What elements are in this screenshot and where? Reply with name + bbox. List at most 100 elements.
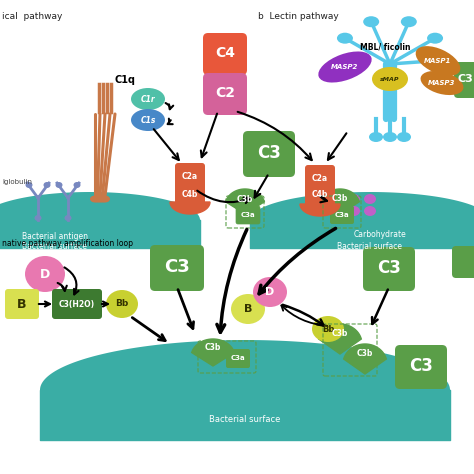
Text: C3b: C3b	[357, 349, 373, 358]
Ellipse shape	[95, 195, 105, 202]
Text: sMAP: sMAP	[380, 76, 400, 82]
Ellipse shape	[231, 294, 265, 324]
Text: C2a: C2a	[312, 173, 328, 182]
Text: C3: C3	[164, 258, 190, 276]
Polygon shape	[170, 202, 210, 214]
Text: C3b: C3b	[237, 194, 253, 203]
Text: native pathway amplification loop: native pathway amplification loop	[2, 239, 133, 248]
Ellipse shape	[100, 195, 110, 202]
Polygon shape	[250, 192, 474, 220]
Polygon shape	[344, 344, 386, 374]
FancyBboxPatch shape	[305, 165, 335, 209]
Polygon shape	[0, 192, 200, 220]
Ellipse shape	[332, 206, 344, 216]
Text: C3b: C3b	[205, 344, 221, 353]
Ellipse shape	[337, 33, 353, 44]
FancyBboxPatch shape	[203, 33, 247, 75]
FancyBboxPatch shape	[243, 131, 295, 177]
Text: ical  pathway: ical pathway	[2, 12, 63, 21]
Ellipse shape	[64, 215, 72, 221]
Text: C3a: C3a	[241, 212, 255, 218]
Ellipse shape	[401, 16, 417, 27]
Ellipse shape	[364, 194, 376, 204]
Ellipse shape	[312, 316, 344, 342]
Polygon shape	[40, 340, 450, 390]
Ellipse shape	[437, 55, 453, 65]
Ellipse shape	[106, 290, 138, 318]
Ellipse shape	[35, 215, 42, 221]
Text: C4b: C4b	[312, 190, 328, 199]
Ellipse shape	[44, 182, 51, 188]
Ellipse shape	[316, 194, 328, 204]
Ellipse shape	[253, 277, 287, 307]
Ellipse shape	[372, 67, 408, 91]
Text: MASP2: MASP2	[331, 64, 359, 70]
Ellipse shape	[92, 195, 102, 202]
Ellipse shape	[369, 132, 383, 142]
Ellipse shape	[416, 46, 460, 76]
Ellipse shape	[73, 182, 81, 188]
FancyBboxPatch shape	[175, 163, 205, 207]
FancyBboxPatch shape	[330, 206, 354, 224]
Text: B: B	[244, 304, 252, 314]
Ellipse shape	[319, 52, 372, 82]
Text: b  Lectin pathway: b Lectin pathway	[258, 12, 339, 21]
FancyBboxPatch shape	[5, 289, 39, 319]
Text: Bacterial surface: Bacterial surface	[210, 414, 281, 423]
Text: C3: C3	[377, 259, 401, 277]
Ellipse shape	[363, 16, 379, 27]
Text: C3b: C3b	[332, 329, 348, 338]
Ellipse shape	[348, 206, 360, 216]
Text: C1s: C1s	[140, 116, 155, 125]
Ellipse shape	[90, 195, 100, 202]
FancyBboxPatch shape	[395, 345, 447, 389]
Ellipse shape	[420, 71, 464, 95]
Text: Carbohydrate: Carbohydrate	[354, 229, 406, 238]
Text: C3: C3	[257, 144, 281, 162]
Text: Bb: Bb	[322, 325, 334, 334]
Text: D: D	[40, 267, 50, 281]
Text: Iglobulin: Iglobulin	[2, 179, 32, 185]
FancyBboxPatch shape	[454, 62, 474, 98]
Text: C3a: C3a	[231, 355, 246, 361]
FancyBboxPatch shape	[236, 206, 260, 224]
Text: C2: C2	[215, 86, 235, 100]
Text: MASP3: MASP3	[428, 80, 456, 86]
Ellipse shape	[332, 194, 344, 204]
Polygon shape	[320, 189, 359, 214]
Text: C4: C4	[215, 46, 235, 60]
FancyBboxPatch shape	[52, 289, 102, 319]
Text: C3a: C3a	[335, 212, 349, 218]
Text: D: D	[265, 287, 274, 297]
Polygon shape	[191, 339, 234, 366]
Ellipse shape	[55, 182, 63, 188]
Text: C3(H2O): C3(H2O)	[59, 300, 95, 309]
Ellipse shape	[25, 256, 65, 292]
Ellipse shape	[397, 132, 411, 142]
Text: B: B	[17, 298, 27, 310]
Ellipse shape	[131, 88, 165, 110]
Ellipse shape	[348, 194, 360, 204]
Ellipse shape	[427, 33, 443, 44]
Text: MASP1: MASP1	[424, 58, 452, 64]
Text: Bb: Bb	[115, 300, 128, 309]
Text: C4b: C4b	[182, 190, 198, 199]
Text: C3b: C3b	[332, 193, 348, 202]
FancyBboxPatch shape	[452, 246, 474, 278]
Ellipse shape	[26, 182, 33, 188]
Ellipse shape	[364, 206, 376, 216]
Text: Bacterial surface: Bacterial surface	[22, 241, 88, 250]
FancyBboxPatch shape	[363, 247, 415, 291]
FancyBboxPatch shape	[150, 245, 204, 291]
FancyBboxPatch shape	[203, 73, 247, 115]
Polygon shape	[300, 204, 340, 216]
Text: C3: C3	[409, 357, 433, 375]
Polygon shape	[319, 324, 361, 354]
Text: MBL/ ficolin: MBL/ ficolin	[360, 43, 410, 52]
Text: C2a: C2a	[182, 172, 198, 181]
Text: C3: C3	[457, 74, 473, 84]
Ellipse shape	[383, 132, 397, 142]
Text: C1r: C1r	[141, 94, 155, 103]
Polygon shape	[226, 189, 264, 214]
Ellipse shape	[131, 109, 165, 131]
